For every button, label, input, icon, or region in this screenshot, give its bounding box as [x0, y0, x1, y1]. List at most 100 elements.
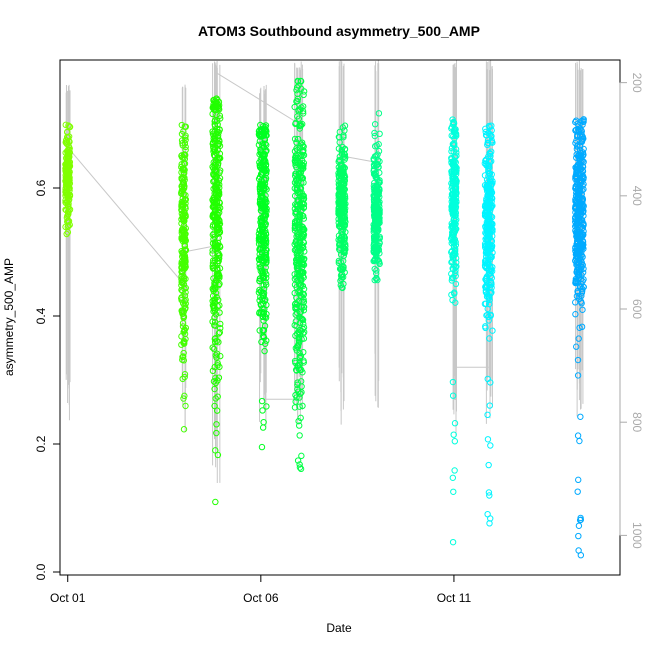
- data-point: [216, 184, 223, 192]
- connector-line: [183, 245, 217, 253]
- data-point: [481, 160, 489, 167]
- outlier-point: [65, 210, 72, 218]
- outlier-point: [486, 520, 493, 527]
- plot-box: [59, 59, 621, 576]
- data-point: [182, 146, 189, 154]
- data-point: [482, 208, 489, 215]
- data-point: [483, 312, 490, 319]
- outlier-point: [451, 467, 458, 474]
- data-point: [216, 126, 223, 133]
- data-point: [214, 211, 222, 219]
- data-point: [211, 128, 218, 136]
- outlier-point: [575, 522, 583, 529]
- data-point: [210, 287, 217, 294]
- data-point: [577, 119, 584, 126]
- data-point: [482, 157, 489, 165]
- data-point: [257, 288, 265, 295]
- data-point: [215, 129, 222, 136]
- data-point: [488, 195, 496, 202]
- data-point: [215, 338, 222, 346]
- data-point: [299, 330, 307, 337]
- data-point: [486, 335, 493, 342]
- outlier-point: [65, 203, 72, 211]
- data-point: [450, 141, 458, 149]
- data-point: [64, 152, 72, 160]
- data-point: [342, 200, 349, 208]
- data-point: [179, 203, 187, 211]
- data-point: [484, 215, 492, 222]
- data-point: [579, 306, 586, 313]
- data-point: [300, 244, 307, 251]
- outlier-point: [214, 393, 221, 400]
- data-point: [294, 189, 301, 197]
- connector-line: [216, 72, 300, 125]
- data-point: [335, 145, 343, 152]
- data-point: [65, 143, 73, 150]
- data-point: [295, 171, 303, 178]
- data-point: [209, 302, 217, 309]
- data-point: [180, 340, 188, 347]
- outlier-point: [575, 532, 582, 540]
- data-point: [448, 154, 455, 162]
- data-point: [295, 159, 302, 167]
- data-point: [453, 259, 460, 266]
- data-point: [335, 257, 343, 265]
- data-point: [371, 129, 378, 137]
- data-point: [578, 138, 586, 146]
- data-point: [262, 242, 269, 250]
- outlier-point: [259, 424, 267, 431]
- data-point: [488, 198, 495, 205]
- data-point: [211, 279, 218, 287]
- outlier-point: [574, 356, 582, 364]
- data-point: [213, 210, 220, 217]
- data-point: [263, 167, 270, 174]
- cluster-group: [209, 95, 224, 506]
- data-point: [573, 343, 580, 350]
- data-point: [486, 177, 494, 184]
- data-point: [300, 231, 308, 238]
- data-point: [63, 160, 70, 168]
- data-point: [484, 240, 492, 248]
- data-point: [573, 145, 581, 153]
- data-point: [295, 82, 302, 89]
- outlier-point: [487, 442, 494, 449]
- data-point: [483, 131, 490, 139]
- data-point: [262, 126, 270, 134]
- data-point: [181, 166, 188, 174]
- data-point: [579, 182, 586, 189]
- data-point: [210, 345, 218, 353]
- data-point: [256, 260, 263, 268]
- outlier-point: [576, 437, 583, 445]
- y-tick-label: 0.0: [34, 563, 48, 580]
- data-point: [294, 146, 301, 154]
- data-point: [256, 227, 263, 234]
- cluster-group: [448, 116, 460, 546]
- data-point: [209, 367, 217, 375]
- data-point: [374, 206, 382, 213]
- data-point: [293, 251, 301, 258]
- data-point: [62, 121, 69, 129]
- data-point: [370, 228, 377, 236]
- data-point: [341, 171, 348, 179]
- data-point: [212, 173, 219, 180]
- data-point: [489, 232, 496, 240]
- data-point: [452, 255, 460, 262]
- outlier-point: [181, 373, 188, 381]
- outlier-point: [214, 360, 221, 367]
- x-axis-label: Date: [326, 621, 352, 635]
- data-point: [580, 145, 587, 153]
- data-point: [340, 164, 347, 172]
- data-point: [179, 226, 186, 233]
- data-point: [341, 193, 349, 200]
- outlier-point: [180, 426, 188, 433]
- data-point: [258, 267, 266, 274]
- data-point: [66, 185, 73, 192]
- data-point: [482, 287, 490, 294]
- data-point: [576, 181, 583, 189]
- data-point: [216, 329, 224, 336]
- data-point: [216, 265, 224, 272]
- outlier-point: [258, 443, 266, 451]
- data-point: [215, 154, 223, 161]
- data-point: [260, 300, 267, 307]
